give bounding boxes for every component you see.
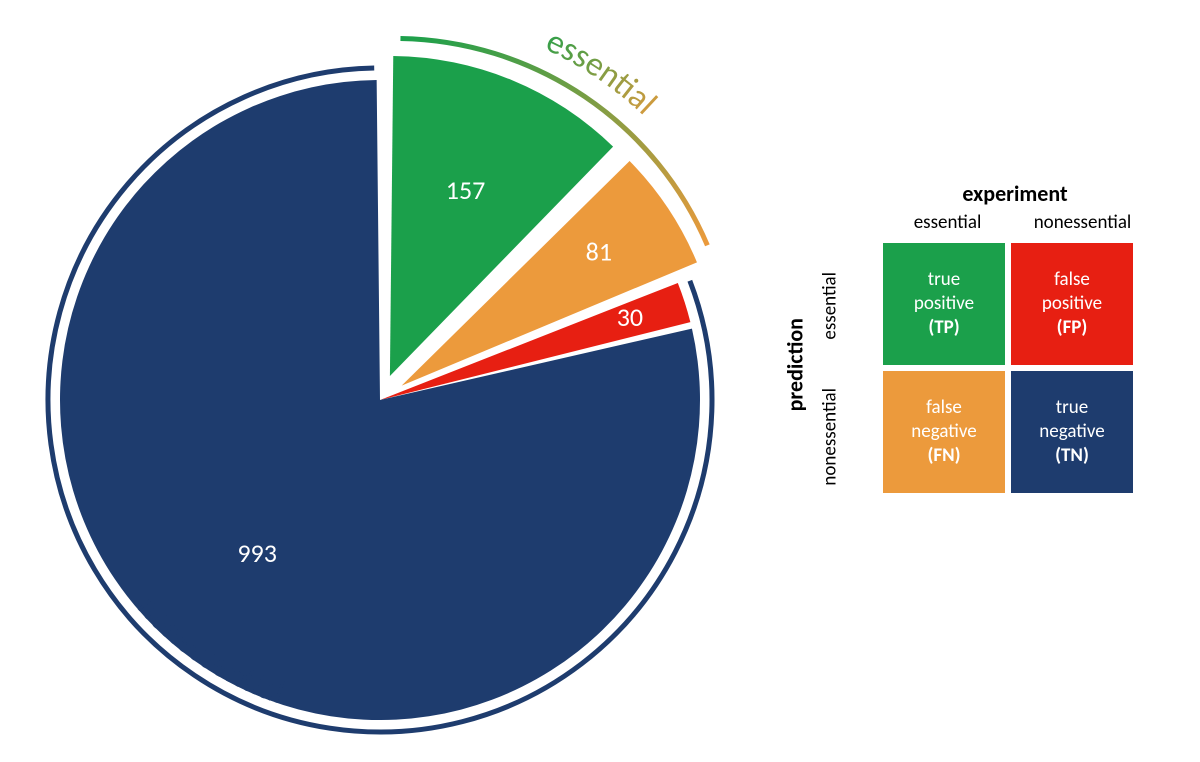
matrix-column-labels: essential nonessential [880, 207, 1150, 240]
pie-value-tn: 993 [237, 537, 277, 569]
cell-tp-line1: true [928, 268, 960, 292]
pie-svg: 1578130993essentialnonessential [40, 20, 720, 740]
confusion-matrix: experiment essential nonessential predic… [780, 180, 1170, 540]
cell-tp-abbr: (TP) [928, 316, 959, 340]
cell-fp: false positive (FP) [1011, 243, 1133, 365]
matrix-title-left: prediction [780, 235, 810, 495]
figure-stage: 157 81 30 993 essentialnonessential experime… [0, 0, 1200, 762]
cell-tn-abbr: (TN) [1055, 444, 1089, 468]
matrix-cells: true positive (TP) false positive (FP) f… [880, 240, 1150, 502]
matrix-title-top: experiment [880, 180, 1150, 207]
cell-fn-line1: false [926, 396, 962, 420]
cell-tn-line1: true [1056, 396, 1088, 420]
pie-value-fp: 30 [617, 301, 643, 333]
pie-chart: 1578130993essentialnonessential [40, 20, 720, 740]
cell-fp-abbr: (FP) [1057, 316, 1088, 340]
cell-fn-line2: negative [911, 420, 976, 444]
cell-fn: false negative (FN) [883, 371, 1005, 493]
cell-tp-line2: positive [914, 292, 974, 316]
cell-tp: true positive (TP) [883, 243, 1005, 365]
col-label-essential: essential [880, 207, 1015, 240]
cell-tn-line2: negative [1039, 420, 1104, 444]
pie-value-fn: 81 [586, 236, 612, 268]
matrix-grid: prediction essential nonessential true p… [780, 240, 1170, 502]
cell-fp-line2: positive [1042, 292, 1102, 316]
cell-fn-abbr: (FN) [927, 444, 960, 468]
cell-tn: true negative (TN) [1011, 371, 1133, 493]
col-label-nonessential: nonessential [1015, 207, 1150, 240]
cell-fp-line1: false [1054, 268, 1090, 292]
pie-value-tp: 157 [446, 174, 486, 206]
